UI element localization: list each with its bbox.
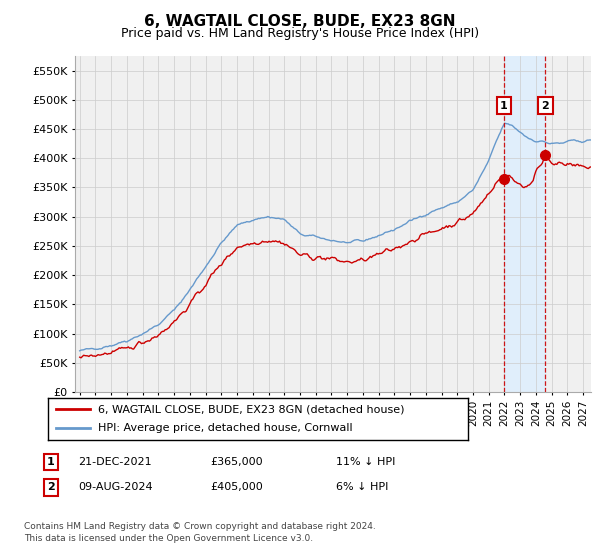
Text: 09-AUG-2024: 09-AUG-2024 (78, 482, 152, 492)
Text: HPI: Average price, detached house, Cornwall: HPI: Average price, detached house, Corn… (98, 423, 353, 433)
Text: £405,000: £405,000 (210, 482, 263, 492)
Text: 11% ↓ HPI: 11% ↓ HPI (336, 457, 395, 467)
Text: 2: 2 (542, 101, 549, 111)
Text: 21-DEC-2021: 21-DEC-2021 (78, 457, 152, 467)
Text: 6, WAGTAIL CLOSE, BUDE, EX23 8GN (detached house): 6, WAGTAIL CLOSE, BUDE, EX23 8GN (detach… (98, 404, 405, 414)
Text: 1: 1 (47, 457, 55, 467)
Text: 6, WAGTAIL CLOSE, BUDE, EX23 8GN: 6, WAGTAIL CLOSE, BUDE, EX23 8GN (144, 14, 456, 29)
Text: £365,000: £365,000 (210, 457, 263, 467)
Text: Contains HM Land Registry data © Crown copyright and database right 2024.: Contains HM Land Registry data © Crown c… (24, 522, 376, 531)
Text: This data is licensed under the Open Government Licence v3.0.: This data is licensed under the Open Gov… (24, 534, 313, 543)
Bar (504, 56, 545, 392)
Text: 1: 1 (500, 101, 508, 111)
Text: 2: 2 (47, 482, 55, 492)
Text: Price paid vs. HM Land Registry's House Price Index (HPI): Price paid vs. HM Land Registry's House … (121, 27, 479, 40)
Text: 6% ↓ HPI: 6% ↓ HPI (336, 482, 388, 492)
